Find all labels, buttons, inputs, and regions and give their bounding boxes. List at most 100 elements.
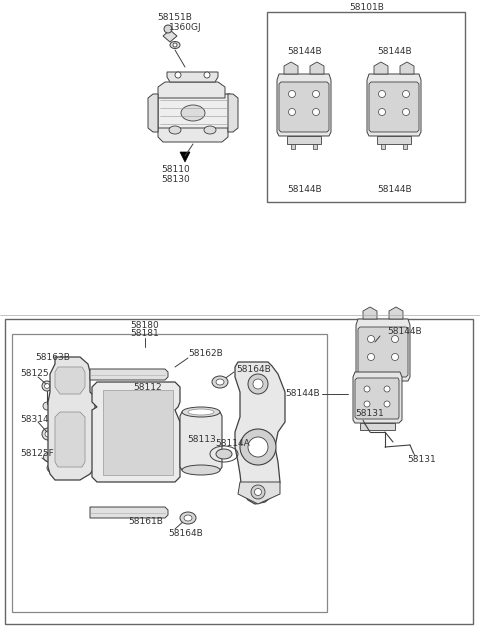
Text: 58144B: 58144B bbox=[288, 47, 322, 56]
Circle shape bbox=[288, 109, 296, 116]
Text: 58144B: 58144B bbox=[288, 185, 322, 193]
Text: 58131: 58131 bbox=[355, 410, 384, 418]
Circle shape bbox=[288, 90, 296, 97]
Polygon shape bbox=[238, 482, 280, 504]
Text: 58164B: 58164B bbox=[236, 365, 271, 374]
Text: 58164B: 58164B bbox=[168, 528, 203, 537]
Ellipse shape bbox=[216, 379, 224, 385]
Polygon shape bbox=[279, 82, 329, 132]
Polygon shape bbox=[400, 62, 414, 74]
Circle shape bbox=[403, 109, 409, 116]
Circle shape bbox=[45, 384, 49, 389]
Ellipse shape bbox=[188, 409, 214, 415]
Text: 58130: 58130 bbox=[162, 176, 191, 185]
Polygon shape bbox=[148, 94, 158, 132]
Polygon shape bbox=[356, 319, 410, 381]
Circle shape bbox=[312, 90, 320, 97]
Text: 58162B: 58162B bbox=[188, 349, 223, 358]
Polygon shape bbox=[158, 94, 232, 132]
Ellipse shape bbox=[182, 407, 220, 417]
Circle shape bbox=[42, 428, 54, 440]
Text: 58114A: 58114A bbox=[215, 439, 250, 449]
Circle shape bbox=[43, 402, 51, 410]
Polygon shape bbox=[369, 82, 419, 132]
Circle shape bbox=[204, 72, 210, 78]
Bar bbox=[12, 334, 327, 612]
Ellipse shape bbox=[181, 105, 205, 121]
Text: 58125: 58125 bbox=[20, 370, 48, 379]
Polygon shape bbox=[355, 378, 399, 419]
Polygon shape bbox=[284, 62, 298, 74]
Polygon shape bbox=[180, 412, 222, 470]
Text: 58161B: 58161B bbox=[128, 518, 163, 526]
Text: 58180: 58180 bbox=[131, 320, 159, 329]
Polygon shape bbox=[167, 72, 218, 82]
Circle shape bbox=[173, 43, 177, 47]
Text: 58151B: 58151B bbox=[157, 13, 192, 23]
Circle shape bbox=[379, 109, 385, 116]
Circle shape bbox=[368, 336, 374, 343]
Bar bbox=[5, 319, 473, 624]
Ellipse shape bbox=[184, 515, 192, 521]
Text: 58314: 58314 bbox=[20, 415, 48, 423]
Polygon shape bbox=[158, 128, 228, 142]
Polygon shape bbox=[291, 144, 295, 149]
Polygon shape bbox=[403, 144, 407, 149]
Polygon shape bbox=[392, 389, 396, 394]
Circle shape bbox=[44, 453, 52, 461]
Circle shape bbox=[68, 367, 76, 375]
Polygon shape bbox=[90, 369, 168, 380]
Circle shape bbox=[248, 374, 268, 394]
Text: 58163B: 58163B bbox=[35, 353, 70, 362]
Circle shape bbox=[392, 353, 398, 360]
Polygon shape bbox=[358, 327, 408, 377]
Polygon shape bbox=[287, 136, 321, 144]
Circle shape bbox=[251, 485, 265, 499]
Polygon shape bbox=[235, 362, 285, 504]
Text: 58144B: 58144B bbox=[387, 327, 421, 336]
Circle shape bbox=[248, 437, 268, 457]
Polygon shape bbox=[381, 144, 385, 149]
Polygon shape bbox=[389, 307, 403, 319]
Text: 1360GJ: 1360GJ bbox=[169, 23, 202, 32]
Polygon shape bbox=[367, 74, 421, 136]
Ellipse shape bbox=[216, 449, 232, 459]
Polygon shape bbox=[360, 423, 395, 430]
Circle shape bbox=[253, 379, 263, 389]
Circle shape bbox=[164, 25, 172, 33]
Circle shape bbox=[384, 401, 390, 407]
Polygon shape bbox=[370, 389, 374, 394]
Polygon shape bbox=[313, 144, 317, 149]
Polygon shape bbox=[310, 62, 324, 74]
Polygon shape bbox=[374, 62, 388, 74]
Polygon shape bbox=[158, 82, 225, 98]
Circle shape bbox=[175, 72, 181, 78]
Circle shape bbox=[312, 109, 320, 116]
Ellipse shape bbox=[204, 126, 216, 134]
Text: 58181: 58181 bbox=[131, 329, 159, 339]
Ellipse shape bbox=[182, 465, 220, 475]
Ellipse shape bbox=[47, 463, 61, 473]
Text: 58144B: 58144B bbox=[378, 47, 412, 56]
Ellipse shape bbox=[180, 512, 196, 524]
Ellipse shape bbox=[170, 42, 180, 49]
Ellipse shape bbox=[169, 126, 181, 134]
Polygon shape bbox=[353, 372, 402, 423]
Circle shape bbox=[254, 489, 262, 495]
Bar bbox=[267, 12, 465, 202]
Polygon shape bbox=[92, 382, 180, 482]
Circle shape bbox=[392, 336, 398, 343]
Text: 58101B: 58101B bbox=[349, 4, 384, 13]
Text: 58144B: 58144B bbox=[286, 389, 320, 399]
Polygon shape bbox=[180, 152, 190, 162]
Polygon shape bbox=[163, 30, 177, 42]
Circle shape bbox=[384, 386, 390, 392]
Text: 58113: 58113 bbox=[187, 435, 216, 444]
Bar bbox=[103, 390, 173, 475]
Circle shape bbox=[403, 90, 409, 97]
Text: 58144B: 58144B bbox=[378, 185, 412, 193]
Polygon shape bbox=[48, 357, 95, 480]
Polygon shape bbox=[366, 381, 400, 389]
Circle shape bbox=[364, 386, 370, 392]
Polygon shape bbox=[377, 136, 411, 144]
